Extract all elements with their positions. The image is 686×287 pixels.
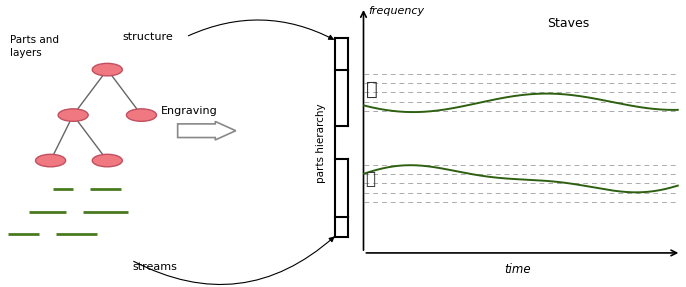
Text: parts hierarchy: parts hierarchy <box>316 104 326 183</box>
Text: 𝄢: 𝄢 <box>366 170 375 188</box>
Text: frequency: frequency <box>368 6 425 16</box>
Text: structure: structure <box>123 32 174 42</box>
Text: 𝄞: 𝄞 <box>366 80 377 99</box>
Text: streams: streams <box>132 262 178 272</box>
Circle shape <box>92 154 122 167</box>
Text: time: time <box>504 263 530 276</box>
Circle shape <box>36 154 66 167</box>
Circle shape <box>92 63 122 76</box>
Circle shape <box>58 109 88 121</box>
FancyArrow shape <box>178 121 236 140</box>
Text: Staves: Staves <box>547 17 589 30</box>
Text: Engraving: Engraving <box>161 106 217 116</box>
Text: Parts and
layers: Parts and layers <box>10 36 58 58</box>
Circle shape <box>126 109 156 121</box>
